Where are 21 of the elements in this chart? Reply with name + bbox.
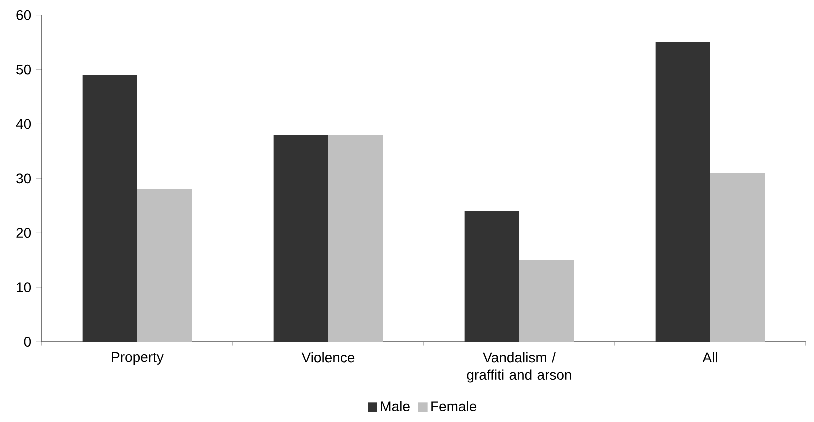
bar xyxy=(274,135,329,342)
y-tick-label: 20 xyxy=(16,228,32,238)
y-tick-label: 0 xyxy=(24,337,32,347)
bar xyxy=(464,211,520,342)
y-tick-label: 30 xyxy=(16,174,32,184)
bar xyxy=(82,75,138,342)
y-tick-label: 10 xyxy=(17,282,32,293)
y-tick-label: 50 xyxy=(16,64,32,75)
x-tick-label: Property xyxy=(112,352,164,365)
y-tick-label: 40 xyxy=(16,119,32,130)
bar xyxy=(328,135,384,342)
legend-label: Male xyxy=(381,401,410,412)
x-tick-label: Vandalism / graffiti and arson xyxy=(467,352,572,383)
y-tick-label: 60 xyxy=(16,10,32,20)
legend-label: Female xyxy=(432,401,477,412)
bar xyxy=(138,190,192,342)
bar xyxy=(710,173,766,342)
bar xyxy=(520,260,574,342)
bar xyxy=(656,42,710,342)
x-tick-label: Violence xyxy=(302,352,355,363)
x-tick-label: All xyxy=(702,352,718,363)
